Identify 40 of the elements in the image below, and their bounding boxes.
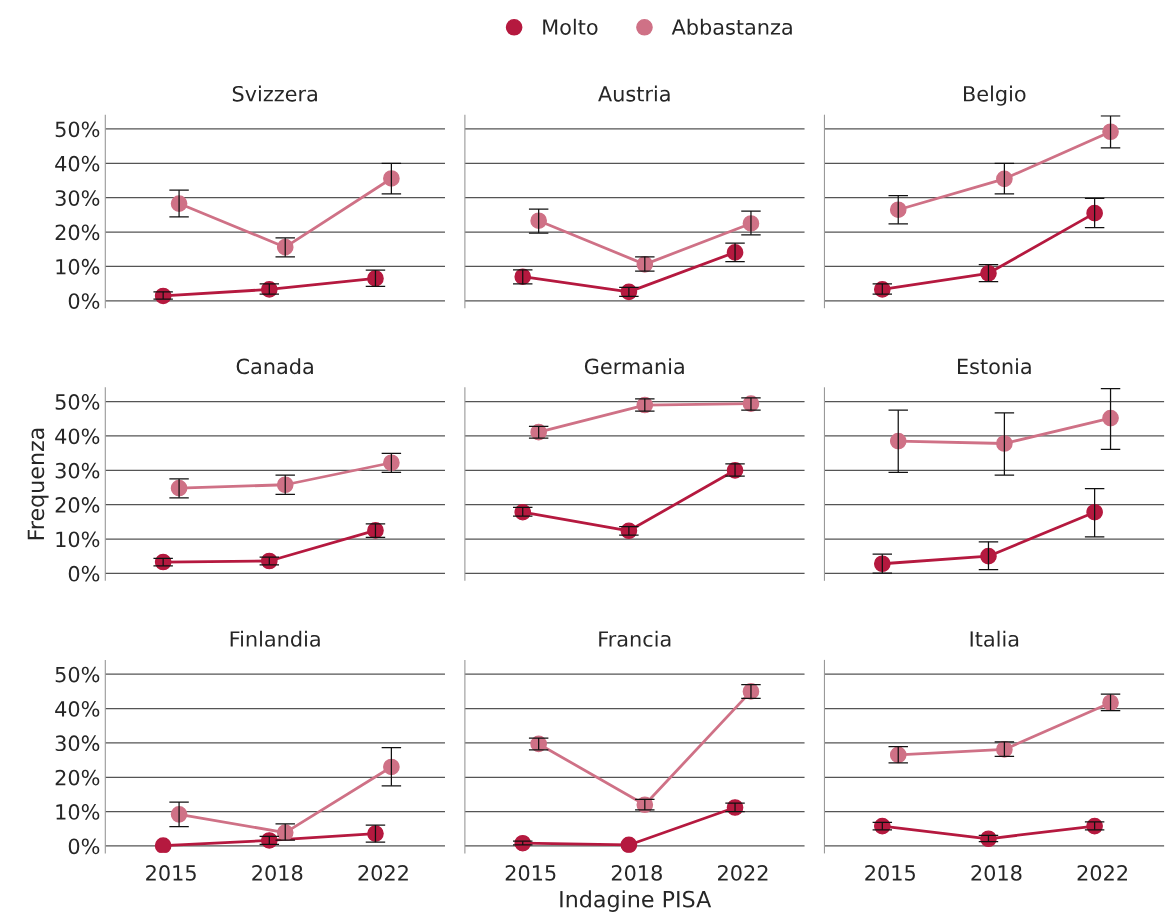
y-tick-label: 20% bbox=[55, 769, 100, 786]
y-tick-label: 50% bbox=[55, 394, 100, 410]
chart-title: Germania bbox=[584, 358, 684, 375]
y-tick-label: 50% bbox=[55, 121, 100, 138]
x-tick-label: 2022 bbox=[718, 865, 768, 881]
chart-title: Svizzera bbox=[232, 85, 317, 102]
chart-title: Austria bbox=[598, 85, 670, 102]
chart-title: Canada bbox=[236, 358, 313, 375]
chart-title: Belgio bbox=[964, 85, 1026, 106]
x-tick-label: 2018 bbox=[252, 865, 303, 881]
x-axis-title: Indagine PISA bbox=[560, 890, 712, 912]
chart-title: Italia bbox=[970, 630, 1019, 647]
y-tick-label: 10% bbox=[56, 804, 100, 820]
chart-title: Estonia bbox=[958, 358, 1031, 375]
chart-title: Francia bbox=[599, 630, 671, 647]
y-tick-label: 30% bbox=[55, 462, 100, 479]
y-tick-label: 30% bbox=[55, 190, 100, 206]
legend-label: Molto bbox=[543, 18, 598, 35]
y-axis-title: Frequenza bbox=[27, 428, 49, 540]
y-tick-label: 20% bbox=[55, 224, 100, 241]
y-tick-label: 10% bbox=[56, 531, 100, 548]
x-tick-label: 2015 bbox=[865, 865, 915, 881]
x-tick-label: 2022 bbox=[358, 865, 408, 881]
x-tick-label: 2018 bbox=[611, 865, 662, 881]
y-tick-label: 40% bbox=[55, 428, 100, 445]
legend-label: Abbastanza bbox=[671, 18, 792, 35]
y-tick-label: 40% bbox=[55, 155, 100, 172]
y-tick-label: 40% bbox=[55, 701, 100, 717]
chart-title: Finlandia bbox=[230, 630, 320, 647]
y-tick-label: 0% bbox=[68, 293, 100, 309]
y-tick-label: 20% bbox=[55, 497, 100, 513]
y-tick-label: 10% bbox=[56, 258, 100, 275]
x-tick-label: 2022 bbox=[1077, 865, 1127, 881]
y-tick-label: 0% bbox=[68, 565, 100, 582]
x-tick-label: 2015 bbox=[505, 865, 556, 881]
y-tick-label: 50% bbox=[55, 666, 100, 683]
y-tick-label: 30% bbox=[55, 735, 100, 752]
x-tick-label: 2018 bbox=[971, 865, 1022, 881]
y-tick-label: 0% bbox=[68, 838, 100, 855]
x-tick-label: 2015 bbox=[146, 865, 196, 881]
